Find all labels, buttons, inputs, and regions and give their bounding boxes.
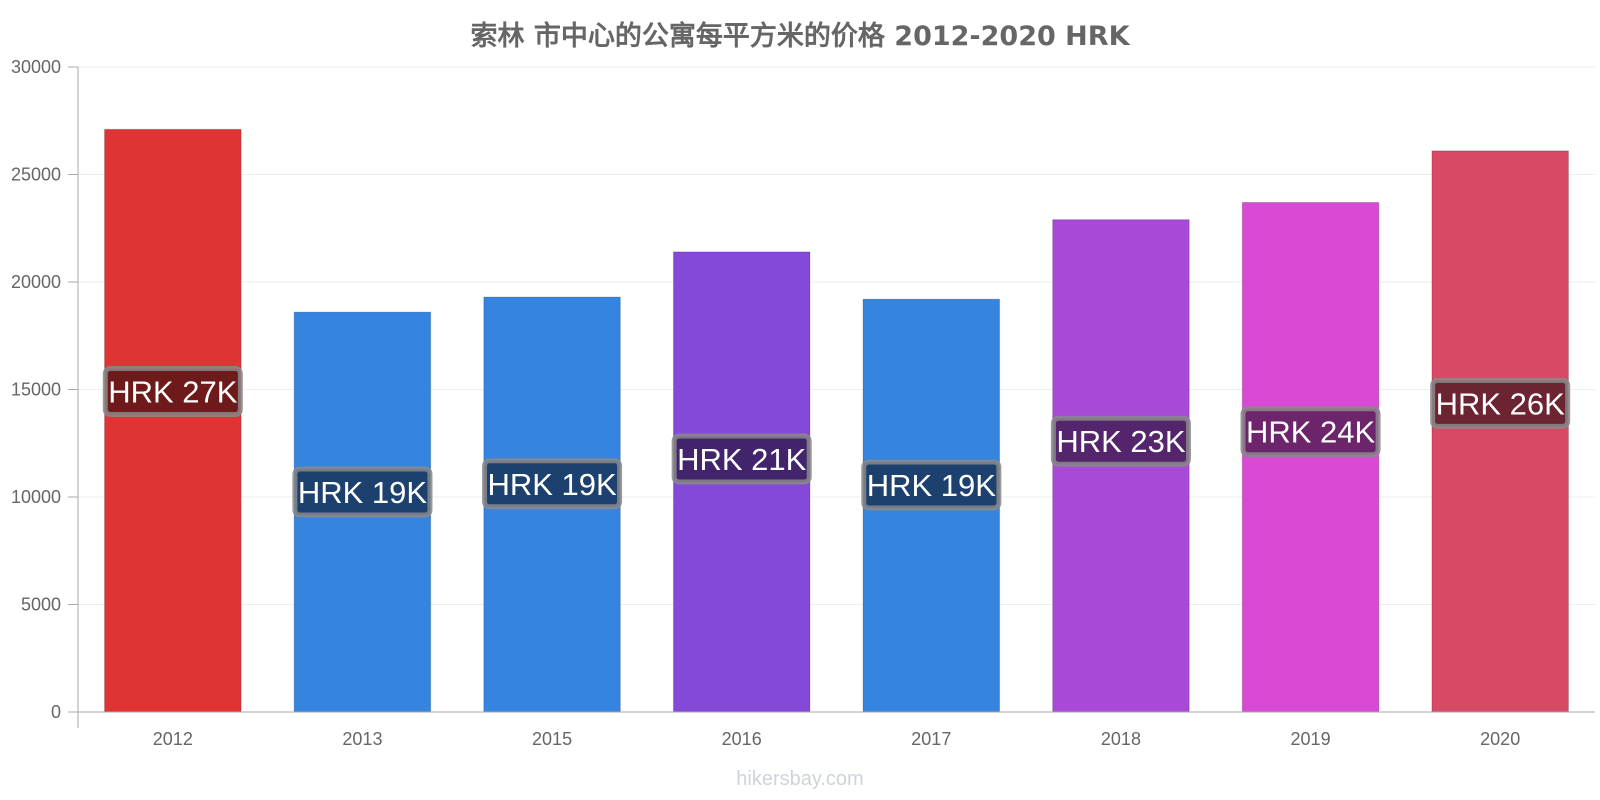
value-label-box xyxy=(861,459,1002,511)
value-label: HRK 19K xyxy=(867,468,997,503)
watermark: hikersbay.com xyxy=(736,768,864,790)
value-label: HRK 19K xyxy=(298,475,428,510)
x-tick-label: 2012 xyxy=(153,729,193,749)
y-tick-label: 15000 xyxy=(11,380,61,400)
value-label: HRK 19K xyxy=(487,467,617,502)
value-label-box xyxy=(1050,415,1191,467)
value-label-box xyxy=(1240,406,1381,458)
x-tick-label: 2015 xyxy=(532,729,572,749)
x-tick-label: 2018 xyxy=(1101,729,1141,749)
value-label: HRK 27K xyxy=(108,375,238,410)
value-label: HRK 26K xyxy=(1436,386,1566,421)
value-label: HRK 24K xyxy=(1246,415,1376,450)
value-label-box xyxy=(671,433,812,485)
bar-2012[interactable] xyxy=(104,128,242,713)
axes: 0 5000 10000 15000 20000 25000 30000 2012 2013 20… xyxy=(11,57,1595,749)
y-tick-label: 25000 xyxy=(11,165,61,185)
x-tick-label: 2017 xyxy=(911,729,951,749)
value-label: HRK 21K xyxy=(677,442,807,477)
value-label-box xyxy=(1430,377,1571,429)
y-tick-label: 10000 xyxy=(11,487,61,507)
value-label-box xyxy=(482,458,623,510)
x-tick-label: 2019 xyxy=(1291,729,1331,749)
value-label: HRK 23K xyxy=(1056,424,1186,459)
x-tick-label: 2013 xyxy=(342,729,382,749)
y-tick-label: 0 xyxy=(51,702,61,722)
value-label-box xyxy=(102,366,243,418)
y-tick-label: 30000 xyxy=(11,57,61,77)
x-tick-label: 2020 xyxy=(1480,729,1520,749)
x-tick-label: 2016 xyxy=(722,729,762,749)
y-tick-label: 20000 xyxy=(11,272,61,292)
chart-title: 索林 市中心的公寓每平方米的价格 2012-2020 HRK xyxy=(470,21,1130,52)
y-tick-label: 5000 xyxy=(21,595,61,615)
value-label-box xyxy=(292,466,433,518)
value-labels: HRK 27K HRK 19K HRK 19K HRK 21K HRK 19K HRK 2… xyxy=(102,366,1571,518)
bar-2020[interactable] xyxy=(1431,150,1569,713)
